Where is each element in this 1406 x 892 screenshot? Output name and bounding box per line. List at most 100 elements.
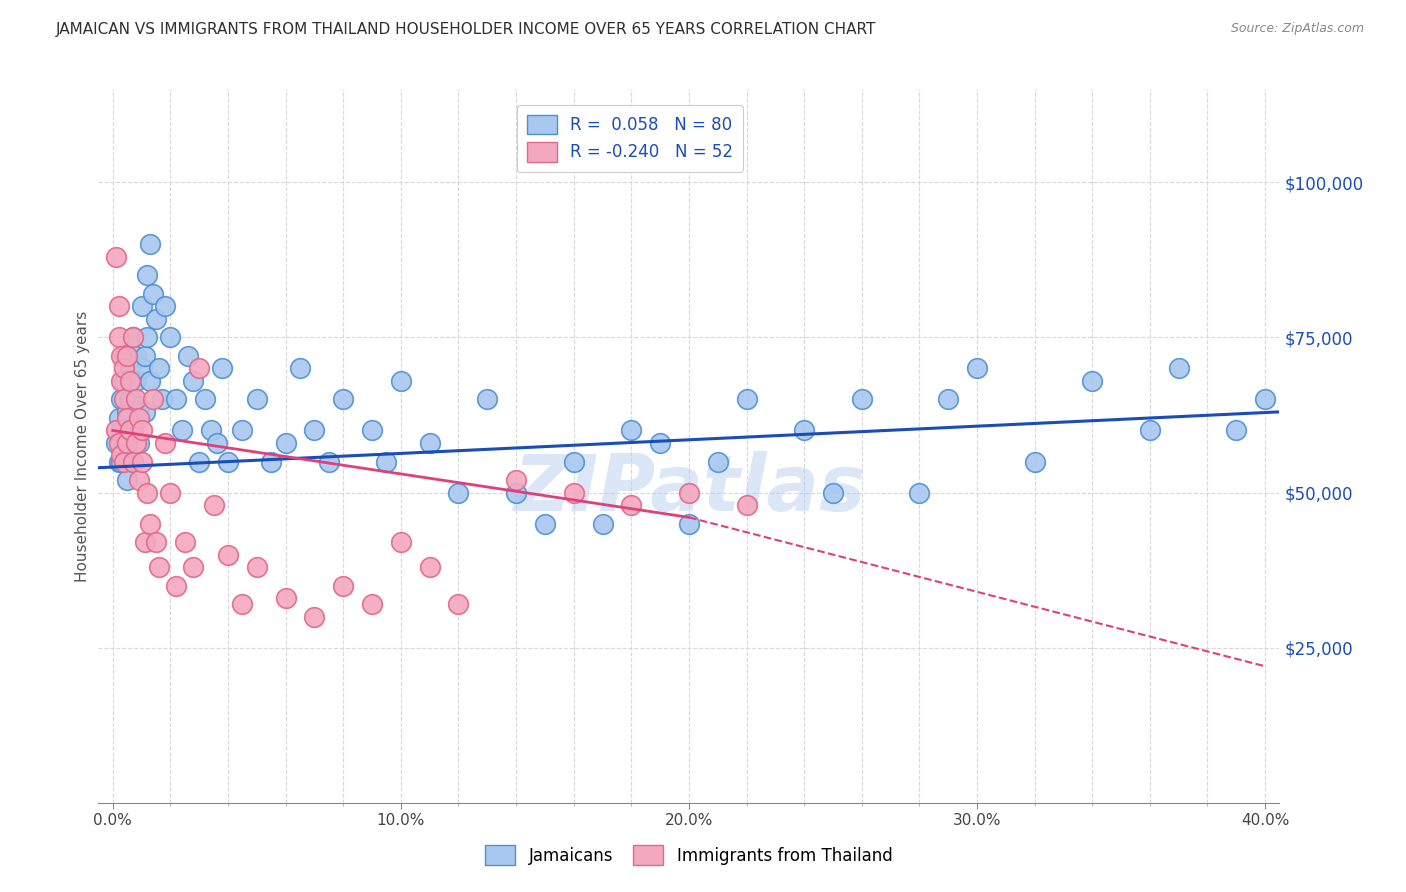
Jamaicans [1225,424,1247,438]
Jamaicans [115,405,138,419]
Immigrants from Thailand [419,560,441,574]
Jamaicans [153,299,176,313]
Jamaicans [136,268,159,283]
Jamaicans [115,473,138,487]
Jamaicans [194,392,217,407]
Immigrants from Thailand [332,579,354,593]
Jamaicans [318,454,340,468]
Jamaicans [288,361,311,376]
Jamaicans [104,436,127,450]
Jamaicans [706,454,728,468]
Jamaicans [188,454,211,468]
Jamaicans [735,392,758,407]
Jamaicans [260,454,283,468]
Immigrants from Thailand [110,349,132,363]
Immigrants from Thailand [505,473,527,487]
Immigrants from Thailand [110,448,132,462]
Immigrants from Thailand [107,436,129,450]
Jamaicans [110,392,132,407]
Jamaicans [205,436,228,450]
Jamaicans [1167,361,1189,376]
Jamaicans [375,454,398,468]
Immigrants from Thailand [115,349,138,363]
Immigrants from Thailand [183,560,205,574]
Immigrants from Thailand [735,498,758,512]
Jamaicans [231,424,253,438]
Immigrants from Thailand [125,392,148,407]
Jamaicans [159,330,181,344]
Jamaicans [419,436,441,450]
Jamaicans [122,424,145,438]
Jamaicans [274,436,297,450]
Immigrants from Thailand [110,374,132,388]
Jamaicans [110,454,132,468]
Jamaicans [304,424,326,438]
Jamaicans [165,392,187,407]
Immigrants from Thailand [112,392,135,407]
Jamaicans [1081,374,1104,388]
Immigrants from Thailand [131,424,153,438]
Immigrants from Thailand [115,411,138,425]
Immigrants from Thailand [112,361,135,376]
Jamaicans [122,454,145,468]
Jamaicans [131,299,153,313]
Immigrants from Thailand [202,498,225,512]
Immigrants from Thailand [231,597,253,611]
Jamaicans [1024,454,1046,468]
Jamaicans [112,374,135,388]
Jamaicans [793,424,815,438]
Jamaicans [170,424,193,438]
Text: Source: ZipAtlas.com: Source: ZipAtlas.com [1230,22,1364,36]
Jamaicans [620,424,643,438]
Jamaicans [678,516,700,531]
Immigrants from Thailand [125,436,148,450]
Jamaicans [128,436,150,450]
Immigrants from Thailand [112,454,135,468]
Jamaicans [120,392,142,407]
Jamaicans [112,442,135,456]
Jamaicans [908,485,931,500]
Immigrants from Thailand [173,535,195,549]
Immigrants from Thailand [122,454,145,468]
Y-axis label: Householder Income Over 65 years: Householder Income Over 65 years [75,310,90,582]
Jamaicans [217,454,239,468]
Jamaicans [142,287,165,301]
Jamaicans [120,361,142,376]
Jamaicans [1139,424,1161,438]
Legend: Jamaicans, Immigrants from Thailand: Jamaicans, Immigrants from Thailand [477,837,901,873]
Immigrants from Thailand [120,424,142,438]
Jamaicans [200,424,222,438]
Jamaicans [447,485,470,500]
Immigrants from Thailand [145,535,167,549]
Jamaicans [145,311,167,326]
Jamaicans [361,424,384,438]
Immigrants from Thailand [136,485,159,500]
Jamaicans [139,237,162,252]
Immigrants from Thailand [128,473,150,487]
Jamaicans [115,436,138,450]
Immigrants from Thailand [107,299,129,313]
Jamaicans [592,516,614,531]
Jamaicans [125,349,148,363]
Immigrants from Thailand [389,535,412,549]
Text: JAMAICAN VS IMMIGRANTS FROM THAILAND HOUSEHOLDER INCOME OVER 65 YEARS CORRELATIO: JAMAICAN VS IMMIGRANTS FROM THAILAND HOU… [56,22,876,37]
Jamaicans [1254,392,1277,407]
Immigrants from Thailand [120,374,142,388]
Jamaicans [477,392,499,407]
Immigrants from Thailand [678,485,700,500]
Jamaicans [183,374,205,388]
Jamaicans [821,485,844,500]
Immigrants from Thailand [246,560,269,574]
Jamaicans [148,361,170,376]
Jamaicans [107,411,129,425]
Immigrants from Thailand [562,485,585,500]
Immigrants from Thailand [165,579,187,593]
Immigrants from Thailand [134,535,156,549]
Immigrants from Thailand [142,392,165,407]
Immigrants from Thailand [115,436,138,450]
Jamaicans [211,361,233,376]
Immigrants from Thailand [122,330,145,344]
Immigrants from Thailand [274,591,297,605]
Jamaicans [150,392,173,407]
Immigrants from Thailand [447,597,470,611]
